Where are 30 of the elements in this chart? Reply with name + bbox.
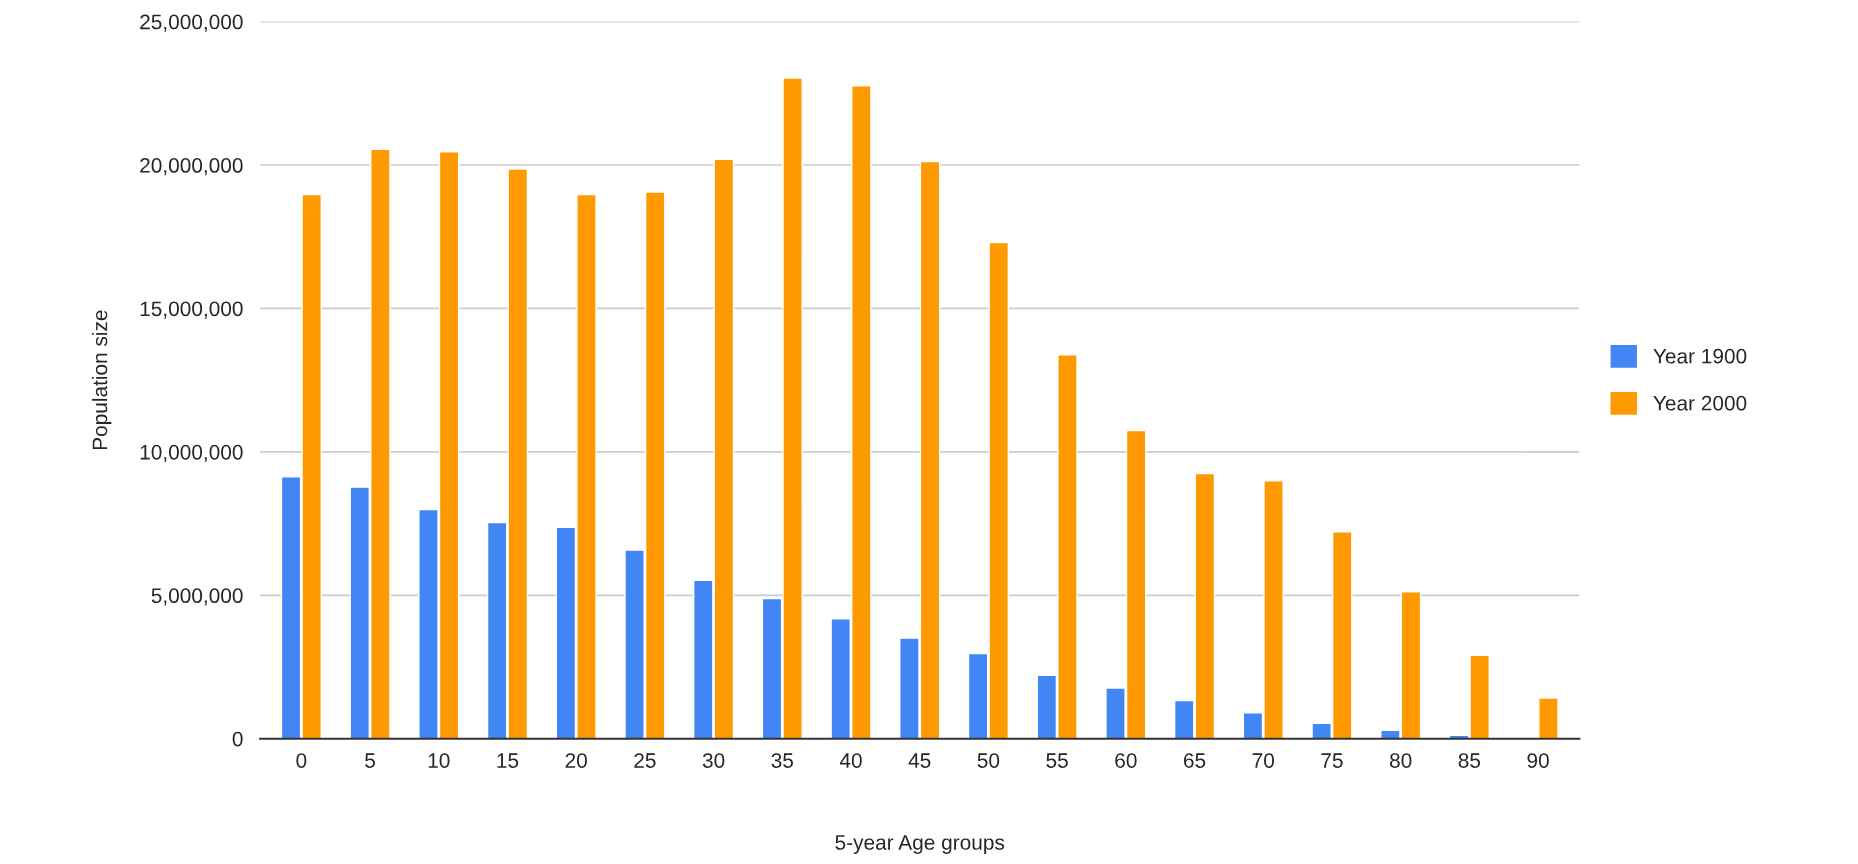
y-tick-label: 10,000,000 [140,444,243,463]
x-tick-label: 80 [1389,753,1412,768]
y-axis-title: Population size [92,310,112,450]
x-tick-label: 60 [1115,753,1137,768]
x-tick-label: 15 [497,753,519,768]
y-tick-label: 0 [232,731,243,747]
x-tick-label: 0 [296,753,307,768]
x-tick-label: 50 [977,753,1000,768]
x-tick-label: 45 [908,753,931,768]
x-tick-label: 70 [1252,753,1275,768]
y-tick-label: 5,000,000 [151,588,243,606]
y-tick-label: 20,000,000 [140,158,243,176]
x-axis-title: 5-year Age groups [835,835,1005,854]
x-tick-label: 20 [565,753,587,768]
x-tick-label: 65 [1184,753,1206,768]
bar [1538,697,1559,739]
x-tick-label: 10 [428,753,450,768]
x-tick-label: 5 [365,753,375,768]
x-tick-label: 40 [839,753,862,768]
x-tick-label: 90 [1527,753,1549,768]
x-tick-label: 30 [702,753,725,768]
x-tick-label: 55 [1046,753,1068,768]
x-tick-label: 35 [771,753,794,768]
x-tick-label: 85 [1458,753,1481,768]
x-tick-label: 25 [634,753,656,768]
y-tick-label: 25,000,000 [140,14,243,32]
legend-label: Year 1900 [1653,348,1747,364]
y-tick-label: 15,000,000 [140,301,243,319]
x-tick-label: 75 [1321,753,1343,768]
legend-label: Year 2000 [1653,395,1747,411]
